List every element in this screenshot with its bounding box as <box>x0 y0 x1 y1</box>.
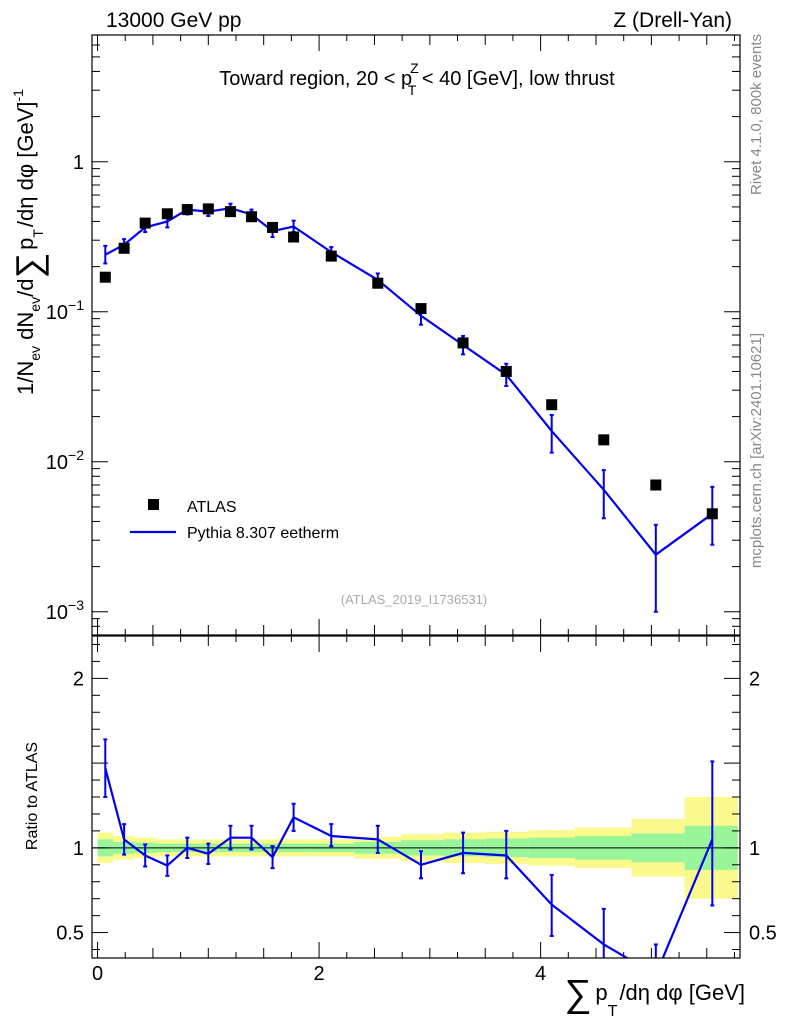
ratio-errorbar <box>122 823 127 856</box>
ratio-errorbar <box>329 823 334 848</box>
x-tick-label: 0 <box>92 963 103 985</box>
ratio-errorbar <box>228 824 233 851</box>
collision-label: 13000 GeV pp <box>106 9 241 32</box>
data-point <box>202 203 214 215</box>
data-point <box>99 271 111 283</box>
main-y-tick-label: 10−2 <box>46 447 84 474</box>
legend-marker-atlas <box>148 499 159 510</box>
ratio-y-tick-label-right: 2 <box>749 668 760 690</box>
data-point <box>706 508 718 520</box>
ratio-errorbar <box>601 907 606 958</box>
process-label: Z (Drell-Yan) <box>613 9 732 32</box>
ratio-errorbar <box>504 829 509 880</box>
mc-errorbar <box>103 244 108 265</box>
data-point <box>457 337 469 349</box>
data-point <box>139 217 151 229</box>
ratio-errorbar <box>249 824 254 851</box>
ratio-y-tick-labels: 0.5 0.5 1 1 2 2 <box>56 668 777 944</box>
data-point <box>546 399 558 411</box>
data-point <box>500 365 512 377</box>
main-ticks <box>92 34 740 636</box>
ratio-errorbar <box>206 842 211 865</box>
ratio-errorbar <box>418 850 423 880</box>
ratio-errorbar <box>165 854 170 877</box>
main-y-tick-labels: 1 10−1 10−2 10−3 <box>46 152 84 624</box>
ratio-errorbar <box>291 802 296 832</box>
rivet-label: Rivet 4.1.0, 800k events <box>748 34 765 195</box>
ratio-frame <box>91 635 741 959</box>
data-point <box>161 208 173 220</box>
ratio-y-tick-label-left: 2 <box>73 668 84 690</box>
ratio-panel: 0.5 0.5 1 1 2 2 0 2 4 Ratio to ATLAS ∑ pT/dη dφ … <box>24 635 777 1020</box>
legend-label-atlas: ATLAS <box>187 499 237 516</box>
data-point <box>598 434 610 446</box>
ratio-y-tick-label-left: 0.5 <box>56 923 84 945</box>
mc-errorbar <box>653 523 658 613</box>
x-axis-label: ∑ pT/dη dφ [GeV] <box>564 973 745 1020</box>
main-y-tick-label: 10−3 <box>46 597 84 624</box>
main-y-axis-label: 1/Nev dNev/d∑pT/dη dφ [GeV]-1 <box>8 89 49 395</box>
main-panel: Toward region, 20 < pZ T < 40 [GeV], low … <box>8 34 741 636</box>
ratio-x-tick-labels: 0 2 4 <box>92 963 546 985</box>
analysis-label: (ATLAS_2019_I1736531) <box>341 592 487 607</box>
data-series <box>99 203 718 520</box>
ratio-y-axis-label: Ratio to ATLAS <box>24 742 41 850</box>
main-title: Toward region, 20 < pZ T < 40 [GeV], low … <box>219 60 615 98</box>
ratio-errorbar <box>185 836 190 860</box>
ratio-errorbar <box>143 843 148 868</box>
ratio-errorbar <box>375 824 380 854</box>
data-point <box>288 231 300 243</box>
ratio-series <box>103 738 715 958</box>
mcplots-label: mcplots.cern.ch [arXiv:2401.10621] <box>748 333 765 568</box>
legend-label-pythia: Pythia 8.307 eetherm <box>187 525 339 542</box>
ratio-errorbar <box>461 831 466 875</box>
ratio-y-tick-label-right: 1 <box>749 838 760 860</box>
data-point <box>372 277 384 289</box>
ratio-y-tick-label-right: 0.5 <box>749 923 777 945</box>
ratio-line <box>104 767 714 958</box>
data-point <box>246 211 258 223</box>
data-point <box>181 204 193 216</box>
ratio-errorbar <box>549 873 554 937</box>
data-point <box>650 479 662 491</box>
ratio-errorbar <box>103 738 108 798</box>
mc-errorbar <box>601 469 606 520</box>
ratio-ticks <box>92 636 740 958</box>
main-frame <box>91 34 741 636</box>
ratio-errorbar <box>653 943 658 958</box>
mc-series <box>103 202 715 613</box>
data-point <box>267 221 279 233</box>
data-point <box>415 303 427 315</box>
data-point <box>118 242 130 254</box>
data-point <box>224 206 236 218</box>
main-y-tick-label: 1 <box>73 152 84 174</box>
x-tick-label: 4 <box>535 963 546 985</box>
data-point <box>325 250 337 262</box>
x-tick-label: 2 <box>314 963 325 985</box>
ratio-errorbar <box>710 760 715 907</box>
mc-errorbar <box>549 414 554 454</box>
ratio-y-tick-label-left: 1 <box>73 838 84 860</box>
legend: ATLAS Pythia 8.307 eetherm <box>130 499 339 542</box>
main-y-tick-label: 10−1 <box>46 297 84 324</box>
ratio-errorbar <box>270 845 275 870</box>
